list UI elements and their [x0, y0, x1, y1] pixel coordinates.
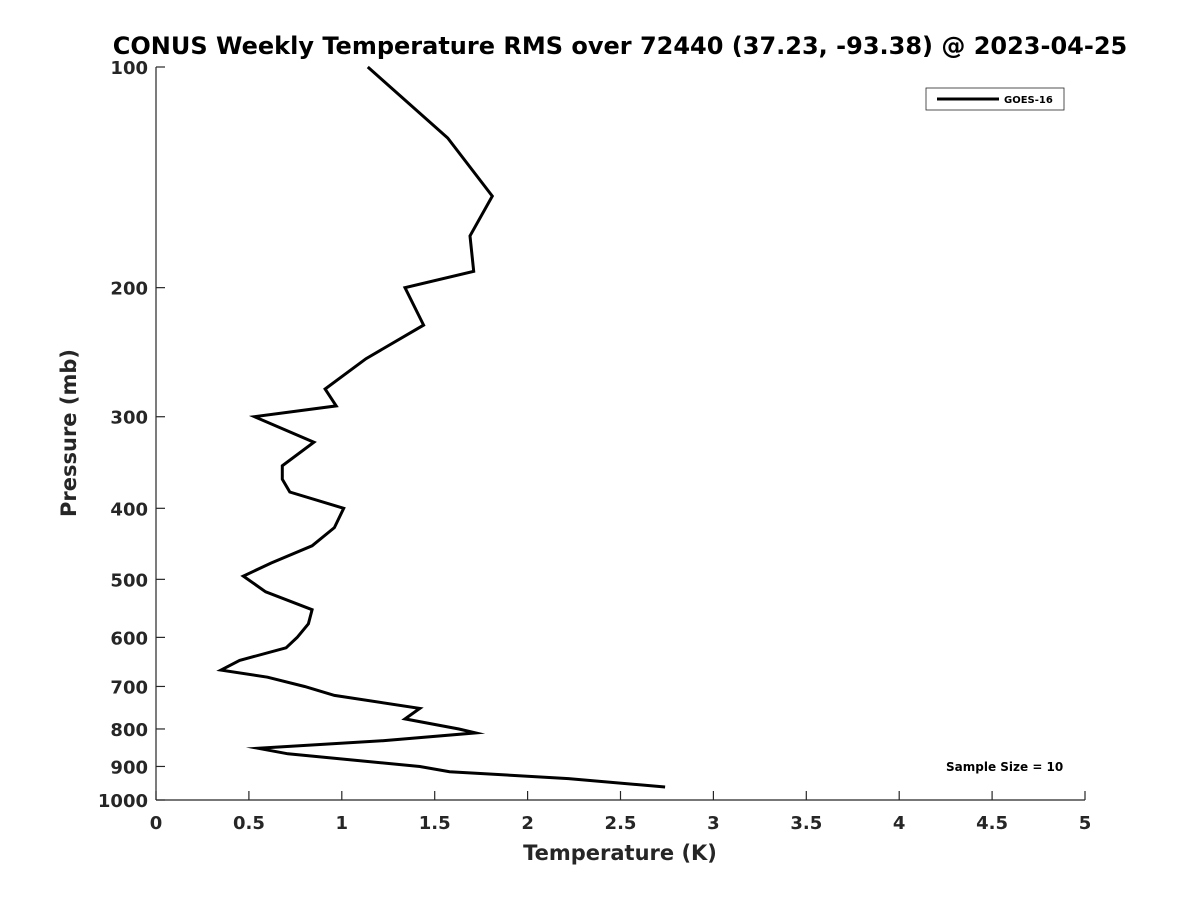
x-tick-label: 2.5: [605, 813, 637, 834]
x-tick-label: 3: [707, 813, 720, 834]
x-tick-label: 5: [1079, 813, 1092, 834]
y-tick-label: 600: [110, 628, 148, 649]
series-line-goes-16: [216, 65, 666, 789]
y-tick-label: 800: [110, 720, 148, 741]
x-tick-label: 4.5: [976, 813, 1008, 834]
x-axis-label: Temperature (K): [523, 841, 717, 865]
y-ticks: 100 200 300 400 500 600 700 800 900 1000: [98, 58, 165, 812]
sample-size-annotation: Sample Size = 10: [946, 760, 1063, 774]
x-tick-label: 1: [336, 813, 349, 834]
series-layer: [216, 65, 666, 789]
x-tick-label: 0: [150, 813, 163, 834]
x-tick-label: 2: [521, 813, 534, 834]
y-tick-label: 100: [110, 58, 148, 79]
plot-area: [156, 67, 1085, 800]
y-tick-label: 200: [110, 279, 148, 300]
x-tick-label: 0.5: [233, 813, 265, 834]
chart-title: CONUS Weekly Temperature RMS over 72440 …: [113, 32, 1127, 60]
y-tick-label: 500: [110, 570, 148, 591]
y-tick-label: 300: [110, 408, 148, 429]
legend: GOES-16: [925, 87, 1065, 111]
x-ticks: 0 0.5 1 1.5 2 2.5 3 3.5 4 4.5 5: [150, 791, 1092, 834]
x-tick-label: 3.5: [790, 813, 822, 834]
x-tick-label: 1.5: [419, 813, 451, 834]
legend-label-goes-16: GOES-16: [1004, 95, 1053, 106]
y-axis-label: Pressure (mb): [57, 349, 81, 517]
y-tick-label: 1000: [98, 791, 148, 812]
y-tick-label: 400: [110, 499, 148, 520]
x-tick-label: 4: [893, 813, 906, 834]
y-tick-label: 900: [110, 757, 148, 778]
y-tick-label: 700: [110, 677, 148, 698]
